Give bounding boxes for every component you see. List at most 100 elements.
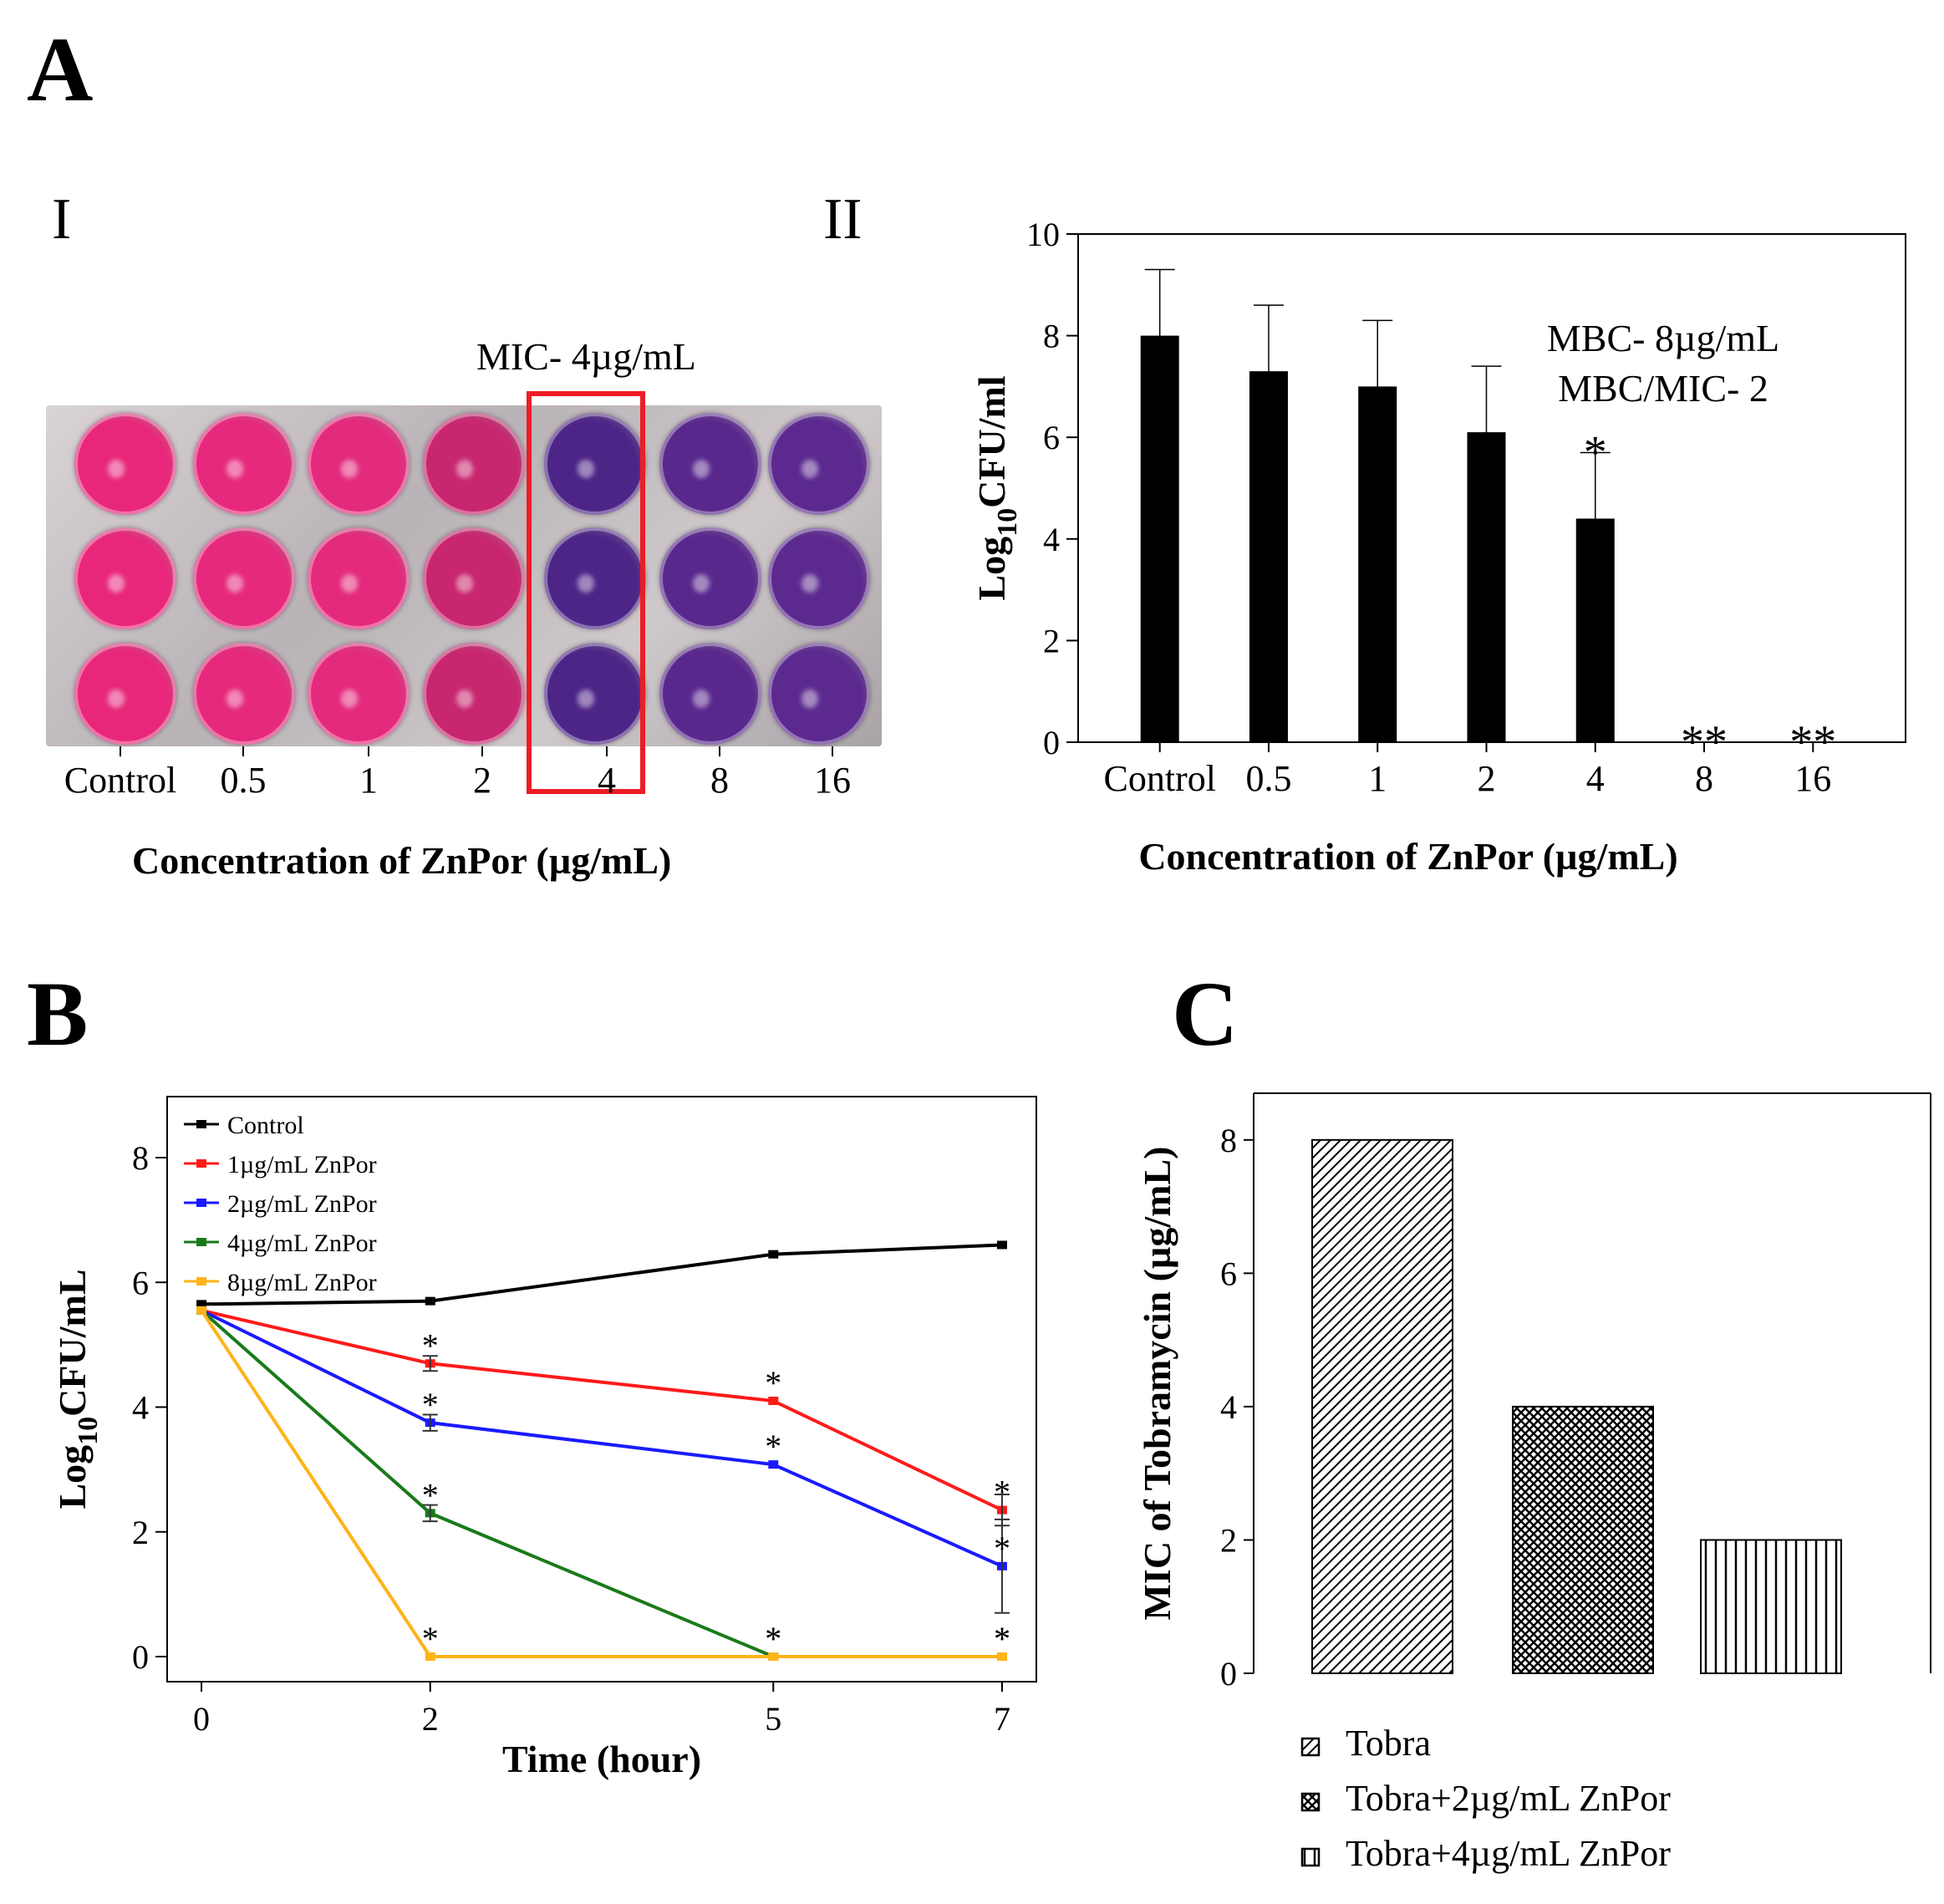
plate-well xyxy=(308,413,410,515)
subpanel-label-ii: II xyxy=(823,187,863,252)
plate-well xyxy=(768,527,870,629)
data-point xyxy=(768,1460,779,1469)
x-tick-label: 0 xyxy=(193,1700,210,1738)
bar xyxy=(1311,1138,1453,1675)
plate-well xyxy=(74,527,176,629)
y-tick-label: 2 xyxy=(1220,1521,1237,1559)
x-tick-label: 2 xyxy=(422,1700,439,1738)
legend-label: Tobra+4µg/mL ZnPor xyxy=(1346,1833,1671,1874)
plate-well xyxy=(768,643,870,745)
plate-well xyxy=(74,643,176,745)
x-tick-label: 4 xyxy=(1586,758,1605,799)
legend-label: 2µg/mL ZnPor xyxy=(227,1190,377,1218)
significance-mark: * xyxy=(1584,426,1607,478)
data-point xyxy=(768,1652,779,1661)
plate-well xyxy=(423,643,525,745)
significance-mark: * xyxy=(994,1530,1010,1567)
legend-marker xyxy=(196,1120,206,1128)
plate-column-label: 2 xyxy=(473,760,491,801)
y-tick-label: 8 xyxy=(132,1139,149,1177)
legend-label: Tobra+2µg/mL ZnPor xyxy=(1346,1778,1671,1819)
y-tick-label: 8 xyxy=(1220,1122,1237,1159)
x-tick-label: 0.5 xyxy=(1245,758,1291,799)
data-point xyxy=(996,1652,1007,1661)
significance-mark: ** xyxy=(1681,716,1728,768)
legend-label: Tobra xyxy=(1346,1723,1431,1764)
series-line xyxy=(201,1308,1003,1512)
bar xyxy=(1512,1405,1654,1674)
y-tick-label: 4 xyxy=(1220,1388,1237,1426)
significance-mark: * xyxy=(994,1620,1010,1657)
legend-swatch xyxy=(1300,1847,1321,1867)
significance-mark: * xyxy=(994,1474,1010,1511)
legend-marker xyxy=(196,1238,206,1246)
x-tick-label: 2 xyxy=(1477,758,1495,799)
y-tick-label: 0 xyxy=(132,1638,149,1676)
legend-label: 1µg/mL ZnPor xyxy=(227,1151,377,1179)
plate-well xyxy=(544,413,646,515)
plate-well xyxy=(768,413,870,515)
plate-well xyxy=(193,413,295,515)
data-point xyxy=(196,1306,207,1315)
plate-column-label: 8 xyxy=(710,760,729,801)
series-line xyxy=(201,1309,1003,1568)
y-tick-label: 2 xyxy=(1043,622,1060,659)
significance-mark: ** xyxy=(1789,716,1836,768)
legend-label: 8µg/mL ZnPor xyxy=(227,1269,377,1296)
plate-well xyxy=(308,527,410,629)
significance-mark: * xyxy=(422,1476,439,1514)
chart-c-tobramycin-mic: 0 2 4 6 8 MIC of Tobramycin (µg/mL) Tobra Tobra… xyxy=(1136,1092,1931,1874)
significance-mark: * xyxy=(765,1620,781,1657)
subpanel-label-i: I xyxy=(52,187,72,252)
plate-well xyxy=(659,413,761,515)
x-tick-label: 16 xyxy=(1794,758,1831,799)
bar xyxy=(1700,1539,1842,1675)
x-tick-label: 1 xyxy=(1368,758,1387,799)
significance-mark: * xyxy=(994,1620,1010,1657)
y-tick-label: 6 xyxy=(1043,419,1060,456)
plate-well xyxy=(308,643,410,745)
y-tick-label: 0 xyxy=(1043,724,1060,761)
y-axis-title: Log10CFU/mL xyxy=(51,1269,104,1509)
plate-tick-mark xyxy=(606,746,608,756)
data-point xyxy=(196,1300,207,1309)
plate-tick-mark xyxy=(719,746,720,756)
series-line xyxy=(201,1243,1003,1306)
legend-label: Control xyxy=(227,1112,304,1139)
plate-column-label: 1 xyxy=(359,760,378,801)
plate-tick-mark xyxy=(481,746,483,756)
x-tick-label: 5 xyxy=(765,1700,781,1738)
plate-well xyxy=(423,527,525,629)
data-point xyxy=(425,1296,435,1306)
plate-column-label: Control xyxy=(64,760,177,801)
y-axis-title: MIC of Tobramycin (µg/mL) xyxy=(1136,1146,1178,1620)
y-tick-label: 4 xyxy=(1043,521,1060,558)
significance-mark: * xyxy=(422,1386,439,1423)
significance-mark: * xyxy=(422,1326,439,1364)
y-axis-title: Log10CFU/ml xyxy=(970,375,1023,600)
significance-mark: * xyxy=(765,1364,781,1402)
y-tick-label: 0 xyxy=(1220,1655,1237,1693)
panel-label-a: A xyxy=(27,18,94,120)
x-tick-label: 7 xyxy=(994,1700,1010,1738)
plate-tick-mark xyxy=(832,746,833,756)
x-axis-title: Concentration of ZnPor (µg/mL) xyxy=(1138,835,1677,878)
significance-mark: * xyxy=(765,1620,781,1657)
annotation-mbc: MBC- 8µg/mL xyxy=(1547,317,1779,359)
series-line xyxy=(200,1309,1002,1658)
y-tick-label: 10 xyxy=(1026,216,1060,253)
plate-well xyxy=(544,527,646,629)
plate-tick-mark xyxy=(120,746,121,756)
mic-highlight-box xyxy=(527,391,645,794)
annotation-mbc-mic: MBC/MIC- 2 xyxy=(1558,367,1768,410)
data-point xyxy=(996,1240,1007,1250)
plate-well xyxy=(423,413,525,515)
x-axis-title: Time (hour) xyxy=(502,1738,701,1780)
y-tick-label: 6 xyxy=(132,1264,149,1301)
plate-well xyxy=(544,643,646,745)
legend-marker xyxy=(196,1277,206,1285)
x-tick-label: 8 xyxy=(1695,758,1713,799)
plate-well xyxy=(193,643,295,745)
